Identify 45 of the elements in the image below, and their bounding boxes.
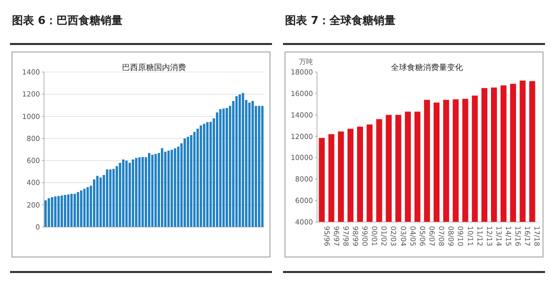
bar <box>164 152 166 227</box>
bar <box>92 179 96 227</box>
bar <box>154 154 157 227</box>
bar <box>258 106 260 227</box>
bar <box>142 157 144 227</box>
bar <box>238 94 241 227</box>
bar <box>209 122 212 227</box>
bar <box>190 135 192 227</box>
bar <box>106 169 108 227</box>
bar <box>177 146 180 227</box>
chart-title: 图表 7：全球食糖销量 <box>285 14 396 27</box>
bar <box>160 148 164 227</box>
bar <box>135 158 138 227</box>
bar <box>219 109 222 227</box>
bar <box>54 196 56 227</box>
bar <box>151 154 154 227</box>
bar <box>252 101 254 227</box>
bar <box>261 106 264 227</box>
bar <box>170 150 173 227</box>
bar <box>200 125 202 227</box>
chart-subtitle: 巴西原糖国内消费 <box>122 63 186 72</box>
bar <box>86 187 89 227</box>
bar <box>50 197 54 227</box>
bar <box>67 194 70 227</box>
bar <box>226 108 228 227</box>
bar <box>48 198 50 227</box>
bar <box>122 159 124 227</box>
bar <box>128 162 131 227</box>
bar <box>184 138 186 227</box>
bar <box>116 166 118 227</box>
bar <box>60 195 63 227</box>
bar <box>206 122 209 227</box>
bar <box>99 178 102 227</box>
bar <box>196 128 199 227</box>
bar <box>80 190 82 227</box>
bar <box>109 169 112 227</box>
bar <box>44 200 47 227</box>
bar <box>202 124 206 227</box>
chart-subtitle: 全球食糖消费量变化 <box>391 63 463 72</box>
chart-title: 图表 6：巴西食糖销量 <box>12 14 122 27</box>
bar <box>216 112 218 227</box>
bar <box>74 194 76 227</box>
bar <box>96 176 99 227</box>
bar <box>148 153 150 227</box>
bar <box>144 157 148 227</box>
